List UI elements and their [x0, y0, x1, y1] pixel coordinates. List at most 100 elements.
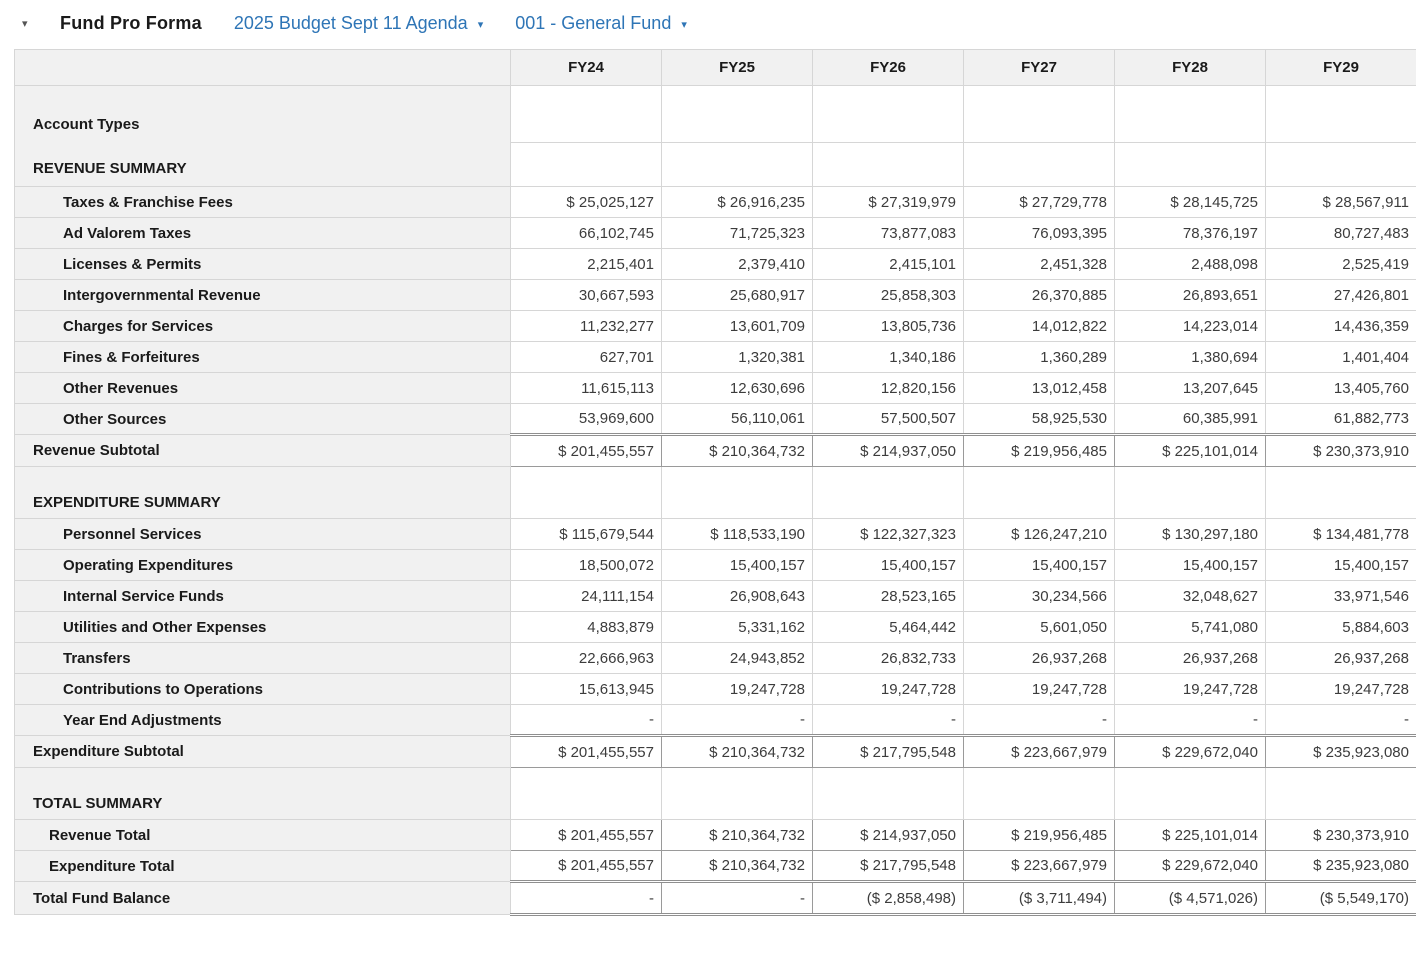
- cell: $ 115,679,544: [510, 518, 662, 550]
- table-row: Year End Adjustments - - - - - -: [14, 704, 1416, 736]
- empty-cell: [661, 466, 813, 519]
- row-label: Licenses & Permits: [14, 248, 511, 280]
- cell: 5,884,603: [1265, 611, 1416, 643]
- cell: 4,883,879: [510, 611, 662, 643]
- row-label: Utilities and Other Expenses: [14, 611, 511, 643]
- cell: 14,223,014: [1114, 310, 1266, 342]
- empty-cell: [812, 767, 964, 820]
- budget-dropdown-label: 2025 Budget Sept 11 Agenda: [233, 12, 468, 33]
- table-row: Utilities and Other Expenses 4,883,879 5…: [14, 611, 1416, 643]
- column-header-fy28: FY28: [1114, 49, 1266, 86]
- cell: $ 210,364,732: [661, 734, 813, 768]
- cell: $ 225,101,014: [1114, 433, 1266, 467]
- collapse-arrow-icon[interactable]: ▾: [22, 17, 28, 30]
- cell: 15,613,945: [510, 673, 662, 705]
- revenue-total-row: Revenue Total $ 201,455,557 $ 210,364,73…: [14, 819, 1416, 851]
- account-types-label: Account Types: [33, 116, 140, 133]
- cell: $ 210,364,732: [661, 433, 813, 467]
- cell: 2,379,410: [661, 248, 813, 280]
- cell: 5,464,442: [812, 611, 964, 643]
- cell: $ 201,455,557: [510, 433, 662, 467]
- expenditure-subtotal-row: Expenditure Subtotal $ 201,455,557 $ 210…: [14, 734, 1416, 768]
- cell: $ 25,025,127: [510, 186, 662, 218]
- cell: 15,400,157: [1265, 549, 1416, 581]
- table-row: Fines & Forfeitures 627,701 1,320,381 1,…: [14, 341, 1416, 373]
- cell: $ 214,937,050: [812, 433, 964, 467]
- table-row: Transfers 22,666,963 24,943,852 26,832,7…: [14, 642, 1416, 674]
- cell: ($ 3,711,494): [963, 880, 1115, 916]
- cell: 26,893,651: [1114, 279, 1266, 311]
- cell: 33,971,546: [1265, 580, 1416, 612]
- cell: 15,400,157: [661, 549, 813, 581]
- table-row: Other Sources 53,969,600 56,110,061 57,5…: [14, 403, 1416, 435]
- column-header-row: FY24 FY25 FY26 FY27 FY28 FY29: [14, 49, 1416, 86]
- row-label: Intergovernmental Revenue: [14, 279, 511, 311]
- empty-cell: [812, 466, 964, 519]
- title-bar: ▾ Fund Pro Forma 2025 Budget Sept 11 Age…: [0, 0, 1416, 40]
- cell: -: [963, 704, 1115, 736]
- cell: $ 118,533,190: [661, 518, 813, 550]
- table-row: Ad Valorem Taxes 66,102,745 71,725,323 7…: [14, 217, 1416, 249]
- row-label: Revenue Subtotal: [14, 434, 511, 467]
- empty-cell: [812, 85, 964, 143]
- cell: 2,488,098: [1114, 248, 1266, 280]
- cell: 27,426,801: [1265, 279, 1416, 311]
- empty-cell: [1114, 85, 1266, 143]
- cell: 71,725,323: [661, 217, 813, 249]
- cell: $ 235,923,080: [1265, 850, 1416, 882]
- empty-cell: [661, 142, 813, 187]
- cell: $ 223,667,979: [963, 734, 1115, 768]
- cell: $ 229,672,040: [1114, 734, 1266, 768]
- cell: $ 219,956,485: [963, 433, 1115, 467]
- row-label: Revenue Total: [14, 819, 511, 851]
- cell: 13,405,760: [1265, 372, 1416, 404]
- budget-dropdown[interactable]: 2025 Budget Sept 11 Agenda ▾: [234, 13, 483, 34]
- cell: 22,666,963: [510, 642, 662, 674]
- revenue-subtotal-row: Revenue Subtotal $ 201,455,557 $ 210,364…: [14, 433, 1416, 467]
- cell: 1,380,694: [1114, 341, 1266, 373]
- cell: 26,937,268: [1265, 642, 1416, 674]
- row-label: Other Sources: [14, 403, 511, 435]
- row-label: Transfers: [14, 642, 511, 674]
- cell: 58,925,530: [963, 403, 1115, 435]
- expenditure-summary-label: EXPENDITURE SUMMARY: [14, 466, 511, 519]
- cell: 13,207,645: [1114, 372, 1266, 404]
- cell: $ 230,373,910: [1265, 819, 1416, 851]
- empty-cell: [963, 142, 1115, 187]
- row-label: Expenditure Subtotal: [14, 735, 511, 768]
- cell: 2,451,328: [963, 248, 1115, 280]
- empty-cell: [1265, 142, 1416, 187]
- section-label-cell: Account Types REVENUE SUMMARY: [14, 85, 511, 187]
- empty-cell: [510, 767, 662, 820]
- cell: 1,401,404: [1265, 341, 1416, 373]
- fund-dropdown[interactable]: 001 - General Fund ▾: [515, 13, 687, 34]
- chevron-down-icon: ▾: [477, 18, 484, 31]
- cell: 19,247,728: [812, 673, 964, 705]
- page-title: Fund Pro Forma: [60, 12, 202, 33]
- cell: 76,093,395: [963, 217, 1115, 249]
- cell: 5,741,080: [1114, 611, 1266, 643]
- cell: $ 201,455,557: [510, 819, 662, 851]
- total-summary-label: TOTAL SUMMARY: [14, 767, 511, 820]
- cell: 26,370,885: [963, 279, 1115, 311]
- cell: 5,601,050: [963, 611, 1115, 643]
- cell: -: [1265, 704, 1416, 736]
- empty-cell: [1265, 85, 1416, 143]
- cell: 13,012,458: [963, 372, 1115, 404]
- table-row: Internal Service Funds 24,111,154 26,908…: [14, 580, 1416, 612]
- cell: 2,415,101: [812, 248, 964, 280]
- cell: $ 223,667,979: [963, 850, 1115, 882]
- cell: ($ 4,571,026): [1114, 880, 1266, 916]
- empty-cell: [1114, 767, 1266, 820]
- cell: 24,943,852: [661, 642, 813, 674]
- cell: -: [661, 880, 813, 916]
- cell: $ 210,364,732: [661, 850, 813, 882]
- cell: $ 28,567,911: [1265, 186, 1416, 218]
- cell: $ 210,364,732: [661, 819, 813, 851]
- cell: 73,877,083: [812, 217, 964, 249]
- empty-cell: [510, 466, 662, 519]
- cell: $ 130,297,180: [1114, 518, 1266, 550]
- cell: 627,701: [510, 341, 662, 373]
- row-label: Taxes & Franchise Fees: [14, 186, 511, 218]
- expenditure-summary-row: EXPENDITURE SUMMARY: [14, 466, 1416, 519]
